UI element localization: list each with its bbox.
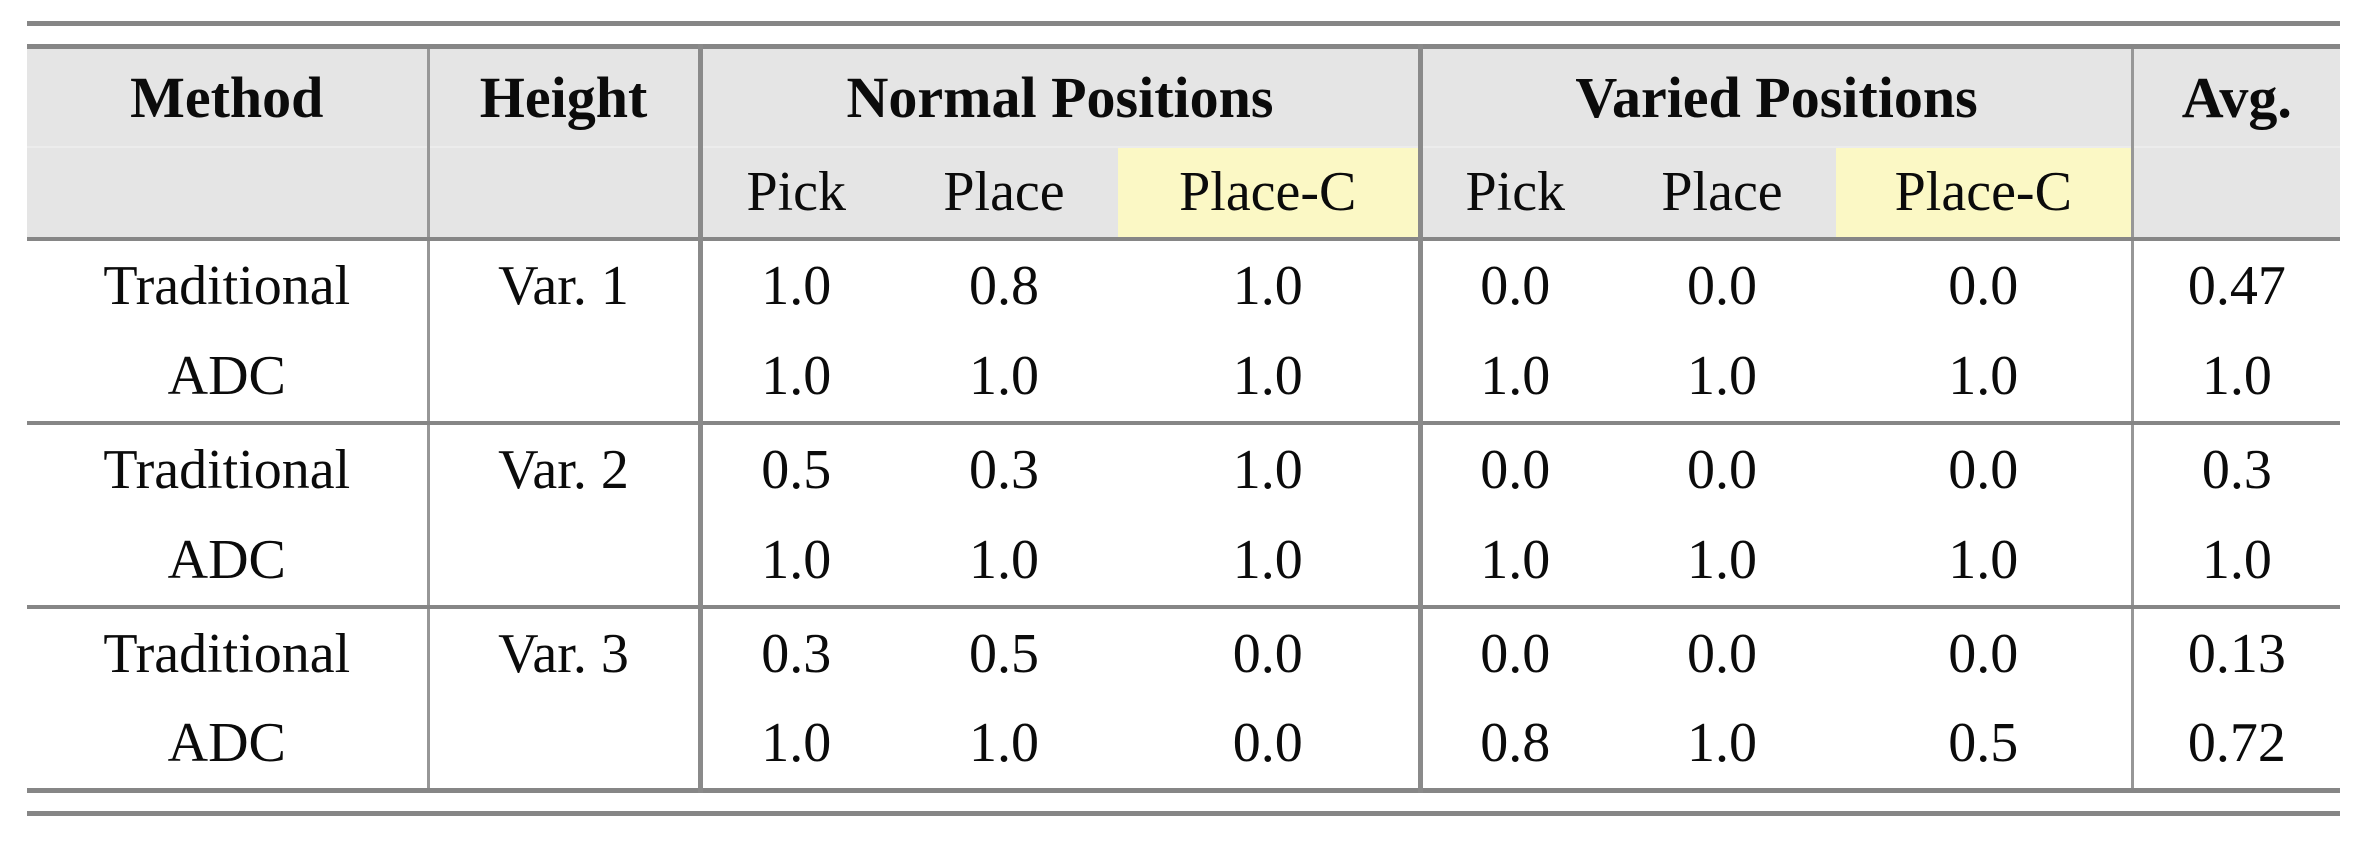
cell-height [428,698,703,791]
cell-normal-place: 1.0 [890,330,1118,423]
cell-normal-place: 0.8 [890,238,1118,331]
subheader-varied-pick: Pick [1420,145,1609,241]
cell-avg: 0.3 [2132,420,2341,515]
cell-normal-place-c: 0.0 [1118,698,1423,791]
table-row-traditional-var2: Traditional Var. 2 0.5 0.3 1.0 0.0 0.0 0… [27,420,2341,515]
cell-normal-pick: 1.0 [700,698,890,791]
cell-normal-pick: 1.0 [700,330,890,423]
cell-height: Var. 3 [428,604,703,699]
cell-normal-place-c: 1.0 [1118,330,1423,423]
cell-varied-place-c: 0.0 [1836,238,2134,331]
bottom-rule [27,811,2340,816]
cell-method: Traditional [27,420,430,515]
cell-height [428,330,703,423]
cell-varied-place-c: 0.0 [1836,420,2134,515]
subheader-varied-place: Place [1608,145,1837,241]
cell-varied-place: 1.0 [1608,330,1837,423]
cell-normal-place: 1.0 [890,514,1118,607]
results-table: Method Height Normal Positions Varied Po… [27,44,2341,793]
table-row-adc-var2: ADC 1.0 1.0 1.0 1.0 1.0 1.0 1.0 [27,514,2341,607]
cell-normal-pick: 0.3 [700,604,890,699]
cell-varied-place-c: 0.0 [1836,604,2134,699]
subheader-normal-pick: Pick [700,145,890,241]
subheader-normal-place: Place [890,145,1118,241]
cell-method: Traditional [27,238,430,331]
table-sheet: Method Height Normal Positions Varied Po… [27,21,2341,816]
cell-method: ADC [27,514,430,607]
cell-avg: 1.0 [2132,330,2341,423]
cell-height: Var. 2 [428,420,703,515]
cell-varied-pick: 0.8 [1420,698,1609,791]
cell-normal-pick: 1.0 [700,238,890,331]
cell-varied-place: 0.0 [1608,238,1837,331]
cell-normal-place-c: 1.0 [1118,514,1423,607]
cell-method: Traditional [27,604,430,699]
header-avg-spacer [2132,145,2341,241]
cell-normal-pick: 1.0 [700,514,890,607]
cell-varied-place-c: 1.0 [1836,514,2134,607]
header-row-groups: Method Height Normal Positions Varied Po… [27,46,2341,147]
cell-avg: 1.0 [2132,514,2341,607]
header-avg: Avg. [2132,46,2341,147]
cell-method: ADC [27,698,430,791]
header-height: Height [428,46,703,147]
table-row-traditional-var1: Traditional Var. 1 1.0 0.8 1.0 0.0 0.0 0… [27,238,2341,331]
cell-height: Var. 1 [428,238,703,331]
cell-varied-place: 1.0 [1608,514,1837,607]
table-row-traditional-var3: Traditional Var. 3 0.3 0.5 0.0 0.0 0.0 0… [27,604,2341,699]
cell-varied-pick: 0.0 [1420,238,1609,331]
cell-varied-pick: 0.0 [1420,420,1609,515]
header-method-spacer [27,145,430,241]
table-row-adc-var1: ADC 1.0 1.0 1.0 1.0 1.0 1.0 1.0 [27,330,2341,423]
cell-normal-place-c: 1.0 [1118,238,1423,331]
cell-varied-place: 0.0 [1608,604,1837,699]
top-rule [27,21,2340,26]
cell-normal-place: 1.0 [890,698,1118,791]
cell-varied-place: 1.0 [1608,698,1837,791]
cell-varied-pick: 0.0 [1420,604,1609,699]
cell-normal-place: 0.5 [890,604,1118,699]
header-normal-positions: Normal Positions [700,46,1423,147]
cell-varied-place: 0.0 [1608,420,1837,515]
cell-normal-place-c: 1.0 [1118,420,1423,515]
table-row-adc-var3: ADC 1.0 1.0 0.0 0.8 1.0 0.5 0.72 [27,698,2341,791]
header-row-sub: Pick Place Place-C Pick Place Place-C [27,145,2341,241]
cell-method: ADC [27,330,430,423]
cell-varied-place-c: 1.0 [1836,330,2134,423]
subheader-varied-place-c: Place-C [1836,145,2134,241]
subheader-normal-place-c: Place-C [1118,145,1423,241]
header-method: Method [27,46,430,147]
cell-avg: 0.13 [2132,604,2341,699]
cell-varied-pick: 1.0 [1420,514,1609,607]
header-height-spacer [428,145,703,241]
cell-avg: 0.72 [2132,698,2341,791]
cell-varied-pick: 1.0 [1420,330,1609,423]
cell-normal-place-c: 0.0 [1118,604,1423,699]
cell-avg: 0.47 [2132,238,2341,331]
header-varied-positions: Varied Positions [1420,46,2134,147]
cell-varied-place-c: 0.5 [1836,698,2134,791]
cell-height [428,514,703,607]
cell-normal-pick: 0.5 [700,420,890,515]
cell-normal-place: 0.3 [890,420,1118,515]
